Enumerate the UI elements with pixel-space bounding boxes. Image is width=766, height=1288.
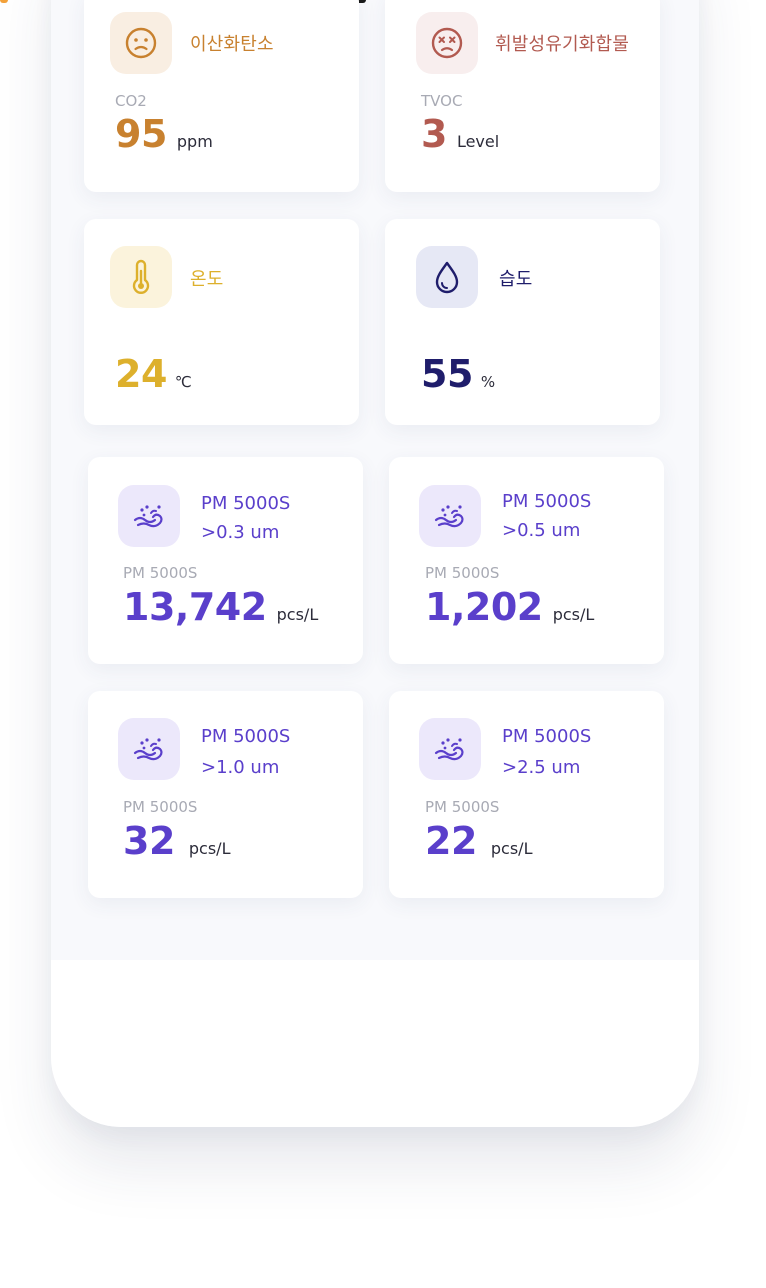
pm05-value-row: 1,202 pcs/L: [425, 585, 594, 629]
temperature-unit: ℃: [174, 373, 192, 391]
tvoc-label: TVOC: [421, 92, 463, 110]
thermometer-icon: [126, 259, 156, 295]
tvoc-card[interactable]: 휘발성유기화합물 TVOC 3 Level: [385, 0, 660, 192]
pm10-unit: pcs/L: [188, 839, 231, 858]
temperature-value-row: 24 ℃: [115, 352, 192, 396]
water-drop-icon: [432, 259, 462, 295]
pm03-title-line2: >0.3 um: [201, 522, 280, 543]
pm05-unit: pcs/L: [552, 605, 595, 624]
dust-wind-icon: [132, 734, 166, 764]
pm03-label: PM 5000S: [123, 564, 198, 582]
dust-wind-icon: [433, 501, 467, 531]
pm10-title-line2: >1.0 um: [201, 757, 280, 778]
header-remnant: [0, 0, 8, 3]
pm10-card[interactable]: PM 5000S >1.0 um PM 5000S 32 pcs/L: [88, 691, 363, 898]
pm05-icon-tile: [419, 485, 481, 547]
tvoc-icon-tile: [416, 12, 478, 74]
tvoc-value-row: 3 Level: [421, 112, 499, 156]
pm25-card[interactable]: PM 5000S >2.5 um PM 5000S 22 pcs/L: [389, 691, 664, 898]
co2-unit: ppm: [176, 132, 213, 151]
pm03-unit: pcs/L: [276, 605, 319, 624]
pm10-title-line1: PM 5000S: [201, 726, 291, 747]
tvoc-unit: Level: [456, 132, 500, 151]
pm03-card[interactable]: PM 5000S >0.3 um PM 5000S 13,742 pcs/L: [88, 457, 363, 664]
pm25-title-line1: PM 5000S: [502, 726, 592, 747]
temperature-icon-tile: [110, 246, 172, 308]
pm10-value: 32: [123, 819, 175, 863]
temperature-title: 온도: [190, 269, 224, 290]
humidity-title: 습도: [499, 269, 533, 290]
humidity-card[interactable]: 습도 55 %: [385, 219, 660, 425]
pm25-label: PM 5000S: [425, 798, 500, 816]
dust-wind-icon: [132, 501, 166, 531]
pm05-label: PM 5000S: [425, 564, 500, 582]
pm10-title: PM 5000S >1.0 um: [201, 721, 290, 783]
pm10-icon-tile: [118, 718, 180, 780]
pm03-title-line1: PM 5000S: [201, 493, 291, 514]
temperature-value: 24: [115, 352, 167, 396]
co2-value: 95: [115, 112, 167, 156]
pm10-label: PM 5000S: [123, 798, 198, 816]
pm25-title-line2: >2.5 um: [502, 757, 581, 778]
pm10-value-row: 32 pcs/L: [123, 819, 230, 863]
co2-icon-tile: [110, 12, 172, 74]
dizzy-face-icon: [430, 26, 464, 60]
dust-wind-icon: [433, 734, 467, 764]
pm03-value-row: 13,742 pcs/L: [123, 585, 318, 629]
humidity-icon-tile: [416, 246, 478, 308]
co2-value-row: 95 ppm: [115, 112, 213, 156]
co2-title: 이산화탄소: [190, 34, 274, 55]
phone-bottom-area: [51, 960, 699, 1127]
pm05-value: 1,202: [425, 585, 543, 629]
tvoc-value: 3: [421, 112, 447, 156]
pm25-unit: pcs/L: [490, 839, 533, 858]
temperature-card[interactable]: 온도 24 ℃: [84, 219, 359, 425]
pm25-value-row: 22 pcs/L: [425, 819, 532, 863]
pm05-title-line2: >0.5 um: [502, 520, 581, 541]
pm03-title: PM 5000S >0.3 um: [201, 489, 290, 547]
pm25-value: 22: [425, 819, 477, 863]
humidity-value-row: 55 %: [421, 352, 495, 396]
humidity-unit: %: [480, 373, 496, 391]
tvoc-title: 휘발성유기화합물: [495, 34, 630, 55]
co2-label: CO2: [115, 92, 147, 110]
pm25-title: PM 5000S >2.5 um: [502, 721, 591, 783]
worried-face-icon: [124, 26, 158, 60]
pm03-icon-tile: [118, 485, 180, 547]
pm05-title: PM 5000S >0.5 um: [502, 487, 591, 545]
pm05-title-line1: PM 5000S: [502, 491, 592, 512]
humidity-value: 55: [421, 352, 473, 396]
pm03-value: 13,742: [123, 585, 267, 629]
pm25-icon-tile: [419, 718, 481, 780]
pm05-card[interactable]: PM 5000S >0.5 um PM 5000S 1,202 pcs/L: [389, 457, 664, 664]
co2-card[interactable]: 이산화탄소 CO2 95 ppm: [84, 0, 359, 192]
